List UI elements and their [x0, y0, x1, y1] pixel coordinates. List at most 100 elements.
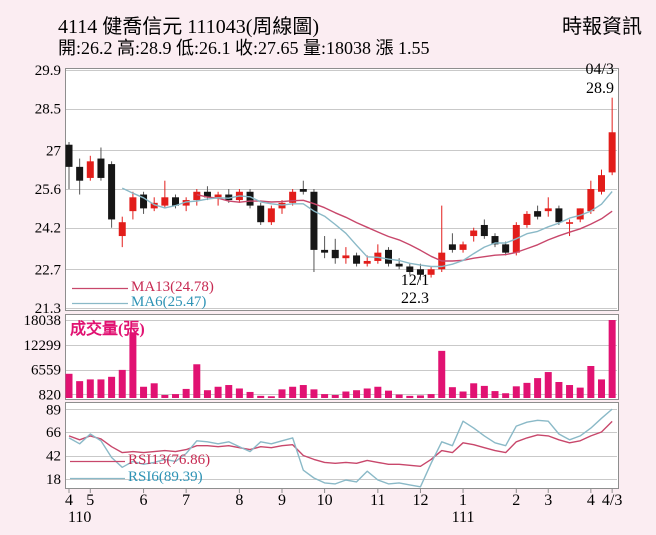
volume-bar: [203, 390, 211, 398]
ma13-legend-label: MA13(24.78): [131, 279, 214, 295]
volume-bar: [598, 379, 605, 398]
rsi-tick-label: 18: [46, 472, 61, 488]
volume-bar: [587, 366, 595, 398]
candle-body: [502, 244, 510, 253]
volume-tick-label: 18038: [24, 313, 62, 329]
volume-bar: [289, 386, 297, 398]
volume-bar: [363, 388, 371, 398]
candle-body: [459, 244, 467, 250]
annotation-high-price: 28.9: [586, 80, 614, 97]
volume-bar: [576, 387, 584, 398]
volume-bar: [278, 389, 286, 398]
candle-body: [470, 230, 478, 237]
volume-pane-label: 成交量(張): [70, 321, 145, 338]
candle-body: [289, 191, 297, 203]
candle-body: [161, 197, 169, 206]
ma6-line: [121, 187, 613, 268]
annotation-high-date: 04/3: [585, 61, 614, 78]
volume-bar: [448, 387, 456, 398]
volume-bar: [544, 372, 552, 398]
candle-body: [342, 255, 350, 259]
candle-body: [385, 249, 392, 264]
candle-body: [267, 208, 275, 223]
month-label: 10: [317, 492, 333, 509]
volume-bar: [246, 391, 254, 398]
volume-bar: [608, 320, 616, 398]
volume-bar: [321, 394, 329, 398]
volume-bar: [257, 395, 265, 398]
volume-bar: [353, 390, 361, 398]
volume-bar: [108, 376, 116, 398]
candle-body: [65, 144, 73, 167]
volume-bar: [225, 385, 233, 398]
month-label: 9: [278, 492, 286, 509]
candle-body: [363, 260, 371, 264]
volume-bar: [416, 395, 424, 398]
volume-bar: [523, 382, 531, 398]
volume-tick-label: 12299: [24, 338, 62, 354]
price-tick-label: 24.2: [35, 221, 61, 237]
month-label: 8: [235, 492, 243, 509]
chart-title: 4114 健喬信元 111043(周線圖): [58, 16, 320, 38]
candle-body: [523, 213, 531, 225]
candle-body: [480, 224, 488, 237]
volume-tick-label: 820: [39, 387, 62, 403]
year-label: 111: [452, 509, 475, 526]
volume-bar: [182, 388, 190, 398]
candle-body: [555, 208, 563, 223]
volume-bar: [480, 385, 488, 398]
candle-body: [150, 202, 158, 209]
candle-body: [576, 208, 584, 220]
rsi13-line: [68, 420, 613, 467]
month-label: 1: [459, 492, 467, 509]
price-tick-label: 28.5: [35, 102, 61, 118]
price-tick-label: 27: [46, 143, 62, 159]
candle-body: [97, 158, 105, 178]
month-label: 12: [412, 492, 428, 509]
candle-body: [448, 244, 456, 250]
month-label: 6: [140, 492, 148, 509]
rsi13-legend-label: RSI13(76.86): [128, 452, 211, 468]
rsi-tick-label: 89: [46, 402, 61, 418]
candle-body: [608, 132, 616, 173]
volume-bar: [438, 350, 446, 398]
volume-bar: [161, 394, 169, 398]
candle-body: [416, 269, 424, 275]
volume-bar: [299, 385, 307, 398]
volume-bar: [76, 381, 84, 398]
month-label: 4/3: [602, 492, 622, 509]
month-label: 4: [65, 492, 73, 509]
volume-bar: [534, 378, 542, 398]
volume-bar: [97, 379, 105, 398]
candle-body: [395, 263, 403, 267]
candle-body: [129, 197, 137, 212]
annotation-low-date: 12/1: [400, 272, 430, 289]
month-label: 2: [512, 492, 520, 509]
candle-body: [587, 189, 595, 212]
ma6-legend-label: MA6(25.47): [131, 294, 207, 310]
candle-body: [566, 222, 574, 224]
volume-bar: [566, 385, 574, 398]
candle-body: [76, 166, 84, 181]
volume-bar: [459, 391, 467, 398]
volume-bar: [385, 390, 392, 398]
volume-bar: [172, 394, 179, 398]
candle-body: [321, 249, 329, 253]
month-label: 3: [544, 492, 552, 509]
candle-body: [406, 266, 414, 273]
candle-body: [203, 191, 211, 198]
volume-bar: [86, 379, 94, 398]
candle-body: [299, 189, 307, 192]
candle-body: [427, 269, 435, 275]
source-label: 時報資訊: [562, 16, 642, 38]
volume-bar: [140, 386, 148, 398]
volume-bar: [406, 395, 414, 398]
rsi6-legend-label: RSI6(89.39): [128, 469, 203, 485]
candle-body: [310, 191, 318, 250]
volume-bar: [235, 388, 243, 398]
year-label: 110: [68, 509, 91, 526]
volume-bar: [331, 394, 339, 398]
volume-bar: [470, 383, 478, 398]
